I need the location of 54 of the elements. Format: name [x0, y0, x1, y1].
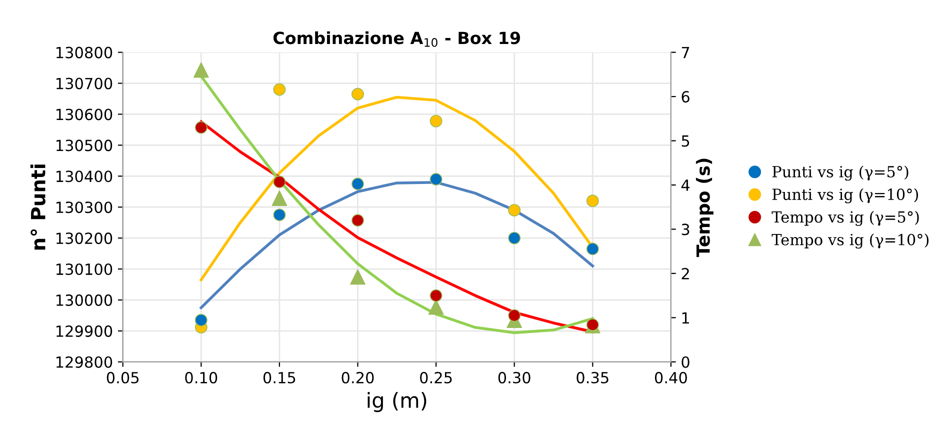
y2-tick-label: 5 — [682, 135, 690, 147]
point — [352, 178, 364, 190]
chart-title: Combinazione A$_{10}$ - Box 19 — [273, 31, 520, 47]
y2-tick-label: 0 — [682, 356, 690, 368]
x-tick-label: 0.35 — [576, 372, 608, 384]
legend-label: Tempo vs ig (γ=5°) — [772, 210, 919, 226]
point — [508, 204, 521, 216]
y2-tick-label: 1 — [682, 312, 689, 324]
y-tick-label: 129900 — [56, 325, 112, 337]
y-tick-label: 130400 — [56, 170, 112, 182]
point — [194, 121, 208, 134]
point — [508, 232, 521, 244]
y-tick-label: 130800 — [56, 46, 112, 58]
y2-tick-label: 6 — [682, 91, 690, 103]
y2-axis-title: Tempo (s) — [696, 158, 714, 257]
y-tick-label: 130600 — [56, 108, 112, 120]
y-tick-label: 130500 — [56, 140, 112, 152]
legend-label: Tempo vs ig (γ=10°) — [772, 234, 929, 249]
x-tick-label: 0.25 — [420, 372, 452, 384]
y-tick-label: 130000 — [56, 294, 112, 306]
y-tick-label: 130300 — [56, 202, 112, 214]
point — [273, 176, 286, 188]
point — [430, 173, 442, 186]
x-axis-title: ig (m) — [368, 392, 426, 412]
point — [352, 214, 364, 227]
y2-tick-label: 3 — [682, 224, 690, 236]
y-tick-label: 130200 — [56, 232, 112, 244]
x-tick-label: 0.05 — [106, 372, 139, 384]
point — [586, 194, 599, 208]
y-tick-label: 129800 — [56, 356, 112, 368]
x-tick-label: 0.15 — [263, 372, 296, 384]
point — [194, 314, 208, 326]
y2-tick-label: 4 — [681, 180, 690, 191]
point — [430, 289, 442, 302]
x-tick-label: 0.40 — [654, 372, 687, 384]
y-tick-label: 130100 — [56, 263, 112, 276]
y-tick-label: 130700 — [56, 78, 112, 90]
point — [272, 190, 288, 206]
x-tick-label: 0.10 — [185, 372, 218, 384]
point — [430, 114, 442, 128]
point — [193, 62, 209, 78]
point — [586, 242, 599, 256]
point — [508, 309, 521, 322]
point — [273, 208, 286, 222]
y-axis-title: n° Punti — [30, 164, 46, 250]
point — [273, 83, 286, 96]
legend-label: Punti vs ig (γ=5°) — [772, 166, 908, 181]
legend-label: Punti vs ig (γ=10°) — [772, 188, 918, 204]
y2-tick-label: 2 — [682, 268, 689, 280]
y2-tick-label: 7 — [682, 46, 690, 58]
x-tick-label: 0.30 — [498, 372, 530, 384]
x-tick-label: 0.20 — [342, 372, 374, 384]
point — [350, 269, 366, 285]
point — [352, 88, 364, 100]
